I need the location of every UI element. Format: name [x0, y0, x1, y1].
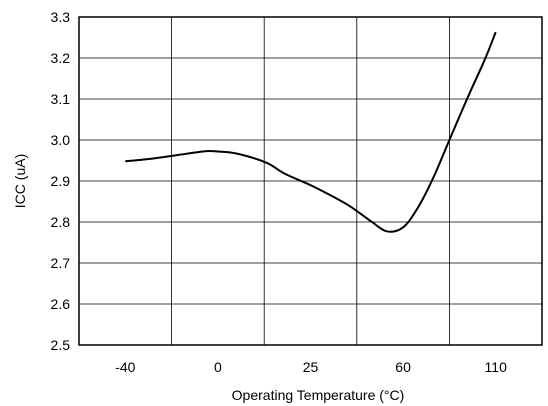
y-tick-label: 3.3	[51, 9, 71, 25]
x-tick-labels: -40 0 25 60 110	[115, 359, 507, 375]
x-tick-label: 0	[214, 359, 222, 375]
x-tick-label: 60	[395, 359, 411, 375]
y-tick-labels: 2.5 2.6 2.7 2.8 2.9 3.0 3.1 3.2 3.3	[51, 9, 71, 353]
y-tick-label: 2.8	[51, 214, 71, 230]
y-tick-label: 2.6	[51, 296, 71, 312]
y-tick-label: 2.7	[51, 255, 71, 271]
series-layer	[125, 31, 497, 233]
y-tick-label: 3.1	[51, 91, 71, 107]
x-tick-label: 110	[485, 359, 508, 375]
y-tick-label: 3.0	[51, 132, 71, 148]
x-axis-label: Operating Temperature (°C)	[232, 387, 405, 403]
y-axis-label: ICC (uA)	[12, 154, 28, 208]
y-tick-label: 2.5	[51, 337, 71, 353]
x-tick-label: -40	[115, 359, 135, 375]
x-tick-label: 25	[303, 359, 319, 375]
grid-lines	[79, 17, 542, 345]
y-tick-label: 2.9	[51, 173, 71, 189]
plot-frame	[78, 16, 543, 346]
y-tick-label: 3.2	[51, 50, 71, 66]
icc-series-line	[125, 31, 497, 233]
